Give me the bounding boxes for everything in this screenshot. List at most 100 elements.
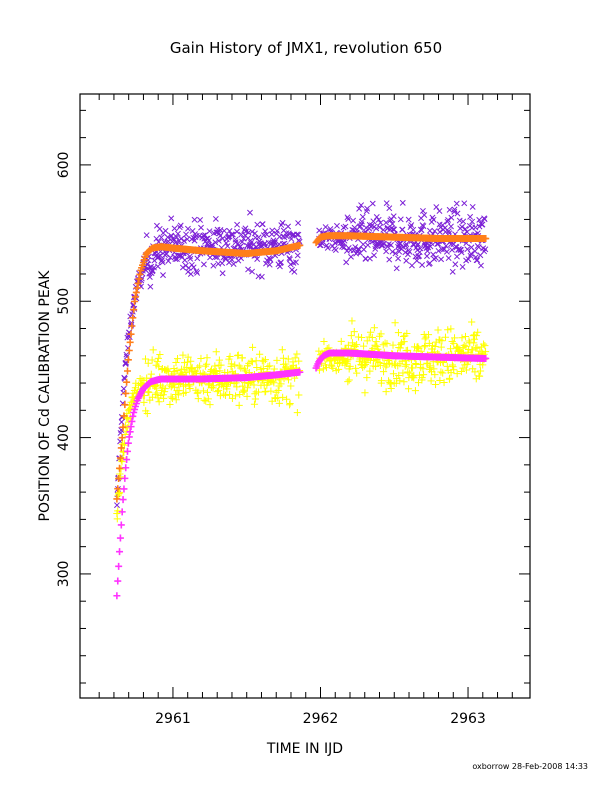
scatter-point-plus <box>284 376 293 384</box>
scatter-point-plus <box>476 367 485 375</box>
scatter-point-plus <box>449 363 457 371</box>
scatter-point-plus <box>470 335 479 343</box>
scatter-point-plus <box>366 328 375 336</box>
scatter-point-x <box>269 227 276 234</box>
scatter-point-plus <box>140 398 148 406</box>
scatter-point-plus <box>183 358 192 366</box>
scatter-point-x <box>334 222 340 229</box>
scatter-point-x <box>212 239 219 246</box>
scatter-point-x <box>350 217 357 224</box>
scatter-point-x <box>254 256 261 262</box>
scatter-point-plus <box>395 371 403 380</box>
scatter-point-plus <box>479 361 487 369</box>
scatter-point-plus <box>115 488 124 497</box>
scatter-point-x <box>267 256 274 263</box>
scatter-point-x <box>376 224 383 231</box>
scatter-point-plus <box>459 364 467 372</box>
fit-curve-point <box>132 288 140 296</box>
scatter-point-plus <box>450 339 458 347</box>
scatter-point-x <box>327 226 334 232</box>
scatter-point-plus <box>440 378 448 387</box>
scatter-point-x <box>458 249 465 256</box>
scatter-point-plus <box>361 360 370 369</box>
scatter-point-plus <box>419 371 428 379</box>
scatter-point-x <box>224 243 231 250</box>
scatter-point-plus <box>204 395 212 403</box>
scatter-point-x <box>345 216 352 222</box>
scatter-point-plus <box>331 355 339 363</box>
scatter-point-x <box>266 261 273 268</box>
fit-curve-point <box>135 275 143 283</box>
scatter-point-x <box>468 250 475 257</box>
fit-curve-point <box>123 447 131 455</box>
scatter-point-x <box>285 223 292 230</box>
scatter-point-x <box>419 262 426 268</box>
fit-curve-point <box>126 428 134 436</box>
scatter-point-x <box>293 259 299 266</box>
plot-marks <box>113 199 490 600</box>
scatter-point-plus <box>141 355 150 363</box>
scatter-point-plus <box>250 400 259 408</box>
scatter-point-plus <box>221 391 230 399</box>
scatter-point-x <box>436 229 443 235</box>
scatter-point-x <box>364 205 371 212</box>
scatter-point-plus <box>479 340 488 348</box>
scatter-point-plus <box>252 357 260 365</box>
scatter-point-plus <box>421 335 429 343</box>
scatter-point-plus <box>270 365 278 373</box>
scatter-point-x <box>263 231 270 238</box>
scatter-point-x <box>421 212 428 219</box>
scatter-point-x <box>254 221 261 228</box>
scatter-point-x <box>245 266 252 273</box>
scatter-point-plus <box>456 347 464 356</box>
scatter-point-x <box>478 262 484 269</box>
scatter-point-x <box>246 243 253 250</box>
scatter-point-x <box>288 236 295 242</box>
scatter-point-plus <box>366 367 374 375</box>
fit-curve-point <box>114 485 122 493</box>
scatter-point-plus <box>175 387 183 395</box>
scatter-point-plus <box>167 383 175 391</box>
scatter-point-x <box>469 203 476 210</box>
scatter-point-plus <box>371 341 379 349</box>
scatter-point-x <box>448 241 454 248</box>
scatter-point-x <box>177 222 184 229</box>
scatter-point-plus <box>277 380 285 388</box>
scatter-point-x <box>370 218 377 225</box>
scatter-point-x <box>410 226 417 233</box>
scatter-point-x <box>147 283 154 290</box>
scatter-point-x <box>194 255 201 262</box>
scatter-point-plus <box>157 386 166 395</box>
chart-title: Gain History of JMX1, revolution 650 <box>170 39 442 57</box>
scatter-point-x <box>159 259 166 266</box>
scatter-point-x <box>185 225 191 232</box>
scatter-point-x <box>239 238 246 245</box>
scatter-point-plus <box>216 367 224 375</box>
scatter-point-x <box>446 206 453 213</box>
scatter-point-plus <box>396 377 404 385</box>
scatter-point-plus <box>197 354 205 363</box>
scatter-point-x <box>213 254 220 261</box>
scatter-point-plus <box>226 390 234 399</box>
scatter-point-plus <box>241 367 249 375</box>
scatter-point-plus <box>419 365 427 373</box>
scatter-point-plus <box>270 379 278 387</box>
scatter-point-plus <box>334 365 343 374</box>
scatter-point-x <box>459 223 465 230</box>
scatter-point-plus <box>439 369 447 377</box>
scatter-point-x <box>424 248 431 254</box>
scatter-point-x <box>481 216 488 223</box>
scatter-point-x <box>179 264 186 271</box>
scatter-point-plus <box>184 353 192 361</box>
scatter-point-x <box>219 270 226 277</box>
scatter-point-x <box>190 264 197 271</box>
fit-curve-point <box>116 464 124 472</box>
scatter-point-x <box>454 253 460 260</box>
scatter-point-x <box>386 205 393 212</box>
scatter-point-plus <box>363 337 371 345</box>
scatter-point-x <box>418 227 425 234</box>
scatter-point-plus <box>153 357 161 366</box>
scatter-point-plus <box>400 378 408 386</box>
scatter-point-x <box>167 254 174 261</box>
scatter-point-x <box>464 246 471 253</box>
